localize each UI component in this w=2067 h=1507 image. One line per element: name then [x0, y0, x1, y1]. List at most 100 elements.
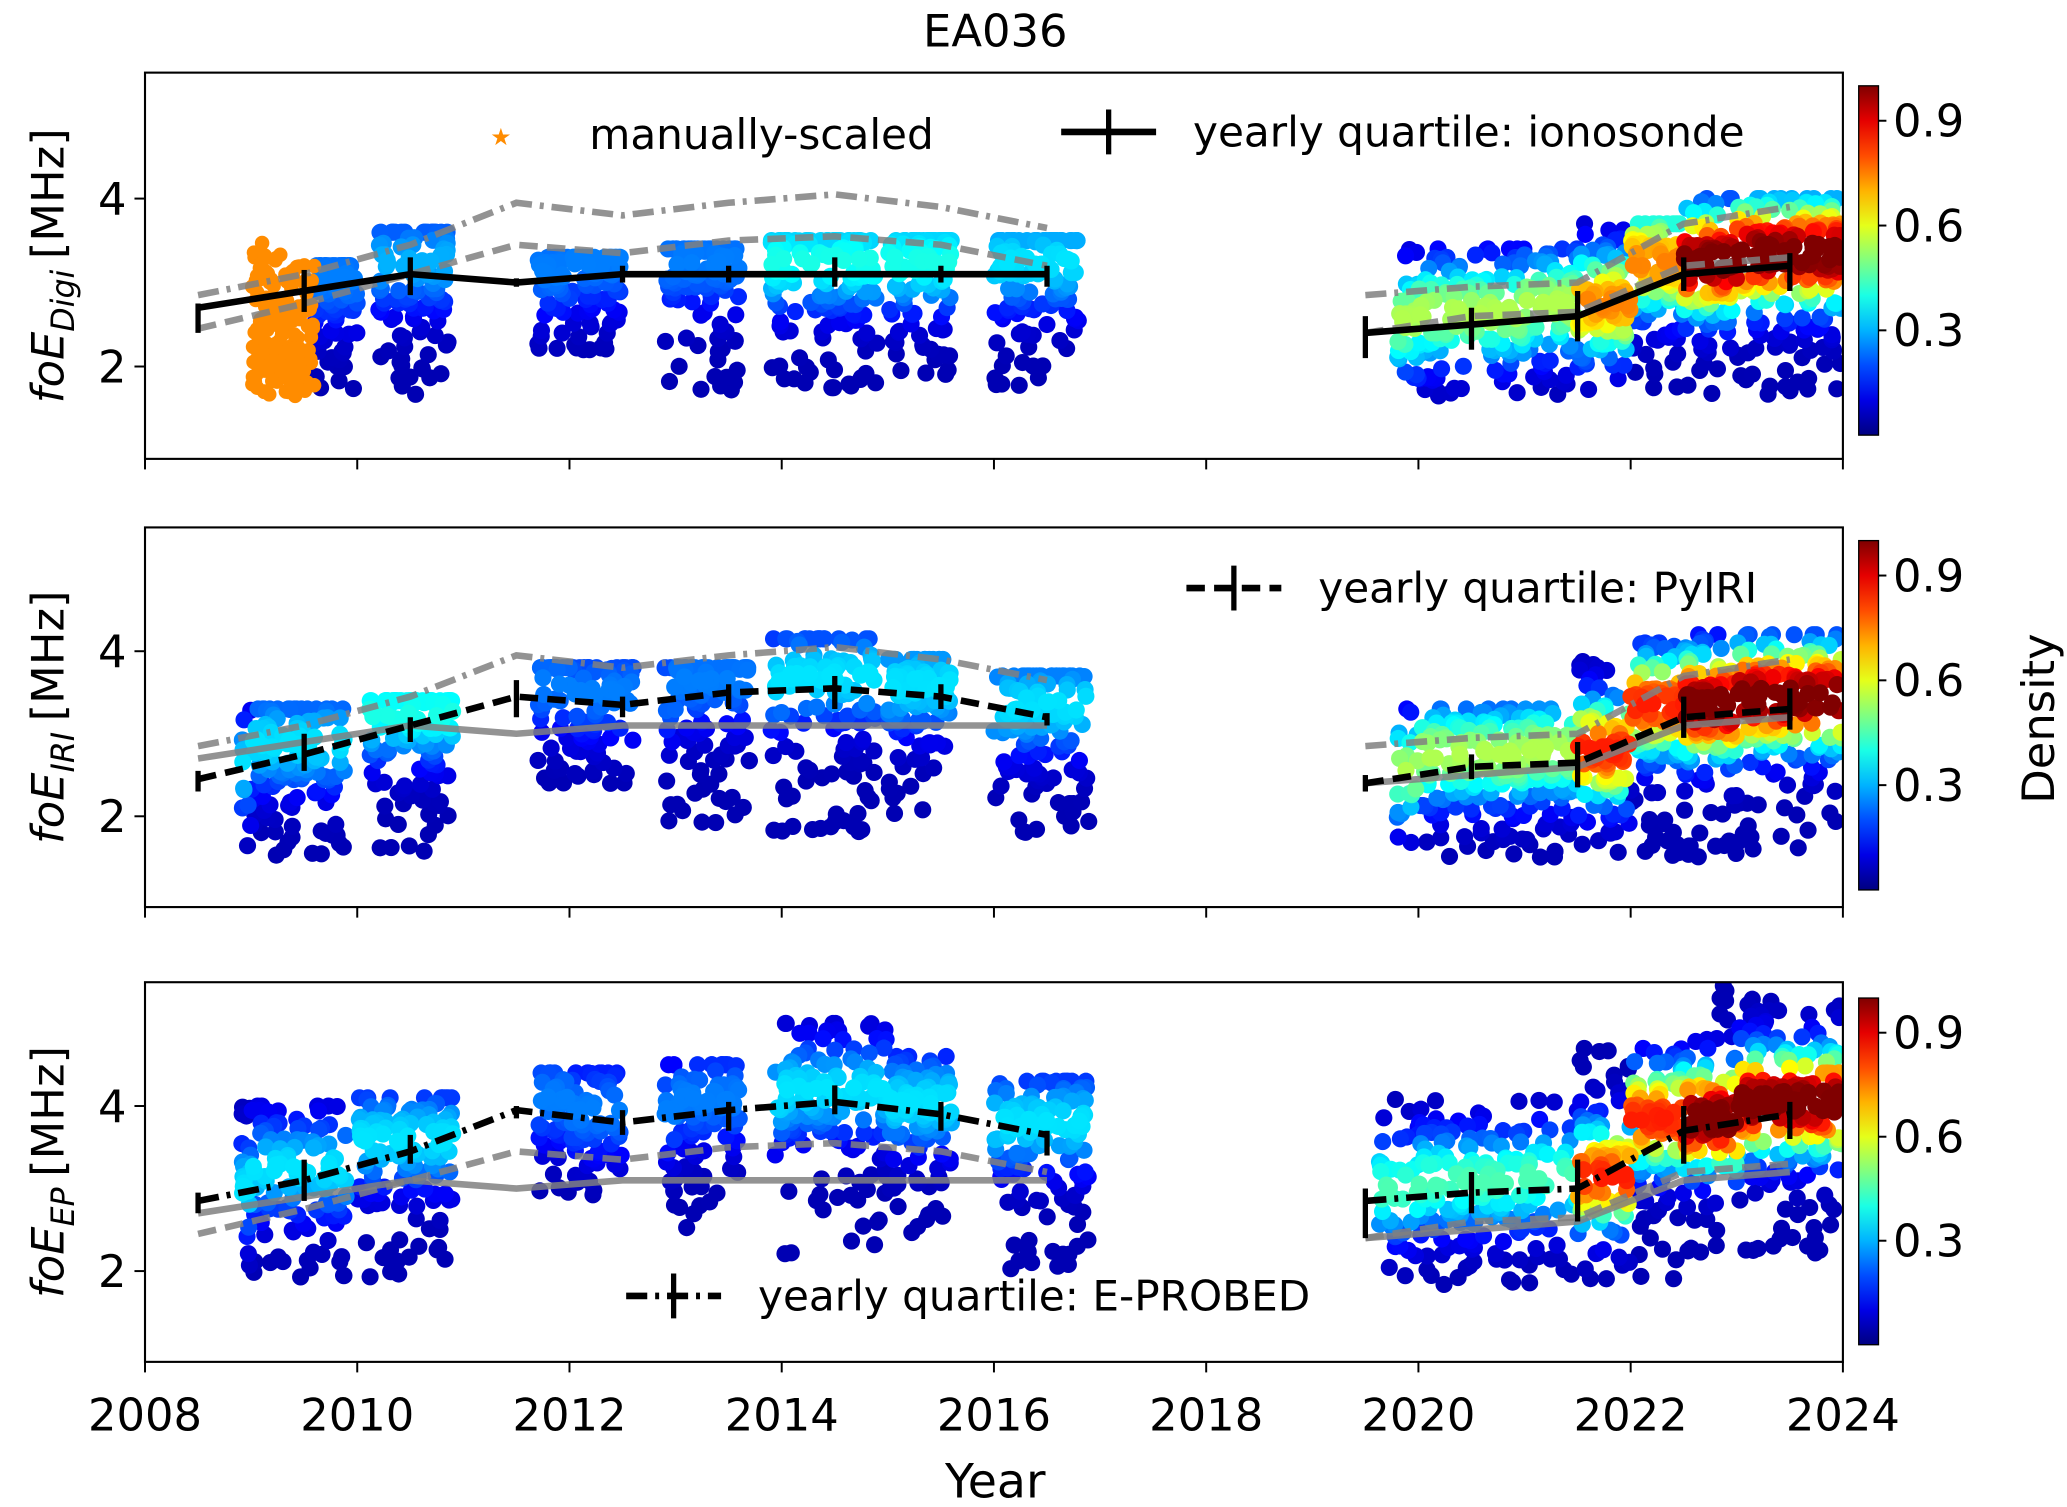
scatter-point: [432, 365, 450, 383]
scatter-point: [1573, 835, 1591, 853]
median-line: [197, 685, 1048, 783]
scatter-point: [1717, 992, 1735, 1010]
scatter-point: [1490, 1172, 1508, 1190]
scatter-point: [1062, 732, 1080, 750]
scatter-point: [283, 817, 301, 835]
scatter-point: [823, 379, 841, 397]
scatter-point: [1825, 294, 1843, 312]
reference-line-e-probed: [197, 643, 1048, 750]
scatter-point: [730, 1081, 748, 1099]
scatter-point: [550, 675, 568, 693]
scatter-point: [408, 1197, 426, 1215]
scatter-point: [1531, 848, 1549, 866]
scatter-point: [1590, 1042, 1608, 1061]
scatter-point: [1000, 280, 1018, 298]
star-marker-icon: ★: [490, 123, 511, 151]
scatter-point: [922, 1094, 940, 1113]
scatter-point: [292, 1160, 310, 1178]
scatter-point: [1823, 1091, 1841, 1109]
scatter-point: [1418, 1261, 1436, 1279]
scatter-point: [1609, 689, 1627, 707]
scatter-point: [1665, 1270, 1683, 1288]
y-axis-label: foEDigi[MHz]: [21, 128, 82, 403]
scatter-point: [1804, 247, 1822, 265]
scatter-point: [330, 372, 348, 390]
scatter-point: [870, 1211, 888, 1229]
scatter-point: [431, 1211, 449, 1230]
scatter-point: [1541, 352, 1559, 370]
scatter-point: [1466, 246, 1484, 264]
scatter-point: [375, 773, 393, 791]
scatter-point: [1696, 763, 1714, 782]
scatter-point: [1677, 320, 1695, 338]
scatter-point: [707, 813, 725, 832]
scatter-point: [886, 248, 904, 266]
scatter-point: [683, 254, 701, 272]
scatter-point: [1054, 1102, 1072, 1120]
scatter-point: [1570, 806, 1588, 824]
scatter-point: [1450, 300, 1468, 318]
scatter-point: [1720, 832, 1738, 850]
scatter-point: [706, 1062, 725, 1080]
scatter-point: [677, 329, 696, 347]
scatter-point: [1494, 1232, 1512, 1251]
scatter-point: [1512, 1133, 1530, 1151]
scatter-point: [1789, 839, 1807, 857]
scatter-point: [395, 777, 414, 795]
scatter-point: [906, 670, 924, 688]
scatter-point: [235, 779, 253, 797]
scatter-point: [1807, 1097, 1825, 1115]
scatter-point: [1373, 1202, 1392, 1221]
scatter-point: [775, 778, 793, 796]
scatter-point: [439, 333, 457, 351]
scatter-point: [936, 1085, 954, 1103]
scatter-point: [1451, 745, 1469, 763]
scatter-point: [244, 1157, 262, 1175]
scatter-point: [539, 294, 557, 312]
scatter-point: [319, 1231, 337, 1250]
scatter-point: [1051, 332, 1069, 350]
scatter-point: [1775, 295, 1793, 313]
scatter-point: [1038, 1208, 1056, 1226]
y-axis-label: foEIRI[MHz]: [21, 590, 82, 844]
scatter-point: [1402, 703, 1420, 721]
scatter-point: [881, 301, 899, 319]
y-label-subscript: EP: [46, 1187, 82, 1227]
scatter-point: [845, 1079, 863, 1097]
scatter-point: [718, 1090, 736, 1108]
scatter-point: [1457, 1230, 1475, 1248]
scatter-point: [662, 796, 680, 814]
scatter-point: [378, 706, 396, 725]
scatter-point: [1062, 252, 1080, 270]
scatter-point: [1027, 820, 1046, 838]
scatter-point: [1609, 370, 1627, 388]
chart-title: EA036: [923, 4, 1068, 57]
scatter-point: [1796, 1057, 1814, 1075]
scatter-point: [1800, 1005, 1818, 1023]
scatter-point: [1511, 1251, 1529, 1269]
scatter-point: [865, 742, 883, 760]
scatter-point: [1645, 379, 1663, 397]
scatter-point: [660, 372, 679, 391]
scatter-point: [992, 777, 1010, 795]
colorbar-tick-label: 0.9: [1893, 1007, 1964, 1060]
scatter-point: [740, 752, 758, 770]
scatter-point: [1049, 794, 1067, 812]
scatter-point: [1635, 695, 1654, 714]
scatter-point: [1703, 384, 1721, 402]
scatter-point: [1749, 1239, 1767, 1258]
scatter-point: [1731, 1191, 1749, 1209]
scatter-point: [1685, 1211, 1704, 1229]
scatter-point: [1080, 812, 1098, 831]
scatter-point: [690, 672, 708, 690]
scatter-point: [786, 302, 804, 321]
scatter-point: [1594, 1241, 1612, 1259]
scatter-point: [1490, 745, 1508, 763]
scatter-point: [1038, 315, 1056, 334]
scatter-point: [829, 1188, 847, 1207]
scatter-point: [1592, 1125, 1610, 1143]
scatter-point: [657, 1100, 676, 1118]
scatter-point: [544, 1165, 563, 1183]
scatter-point: [309, 1102, 328, 1120]
scatter-point: [1781, 1059, 1799, 1077]
